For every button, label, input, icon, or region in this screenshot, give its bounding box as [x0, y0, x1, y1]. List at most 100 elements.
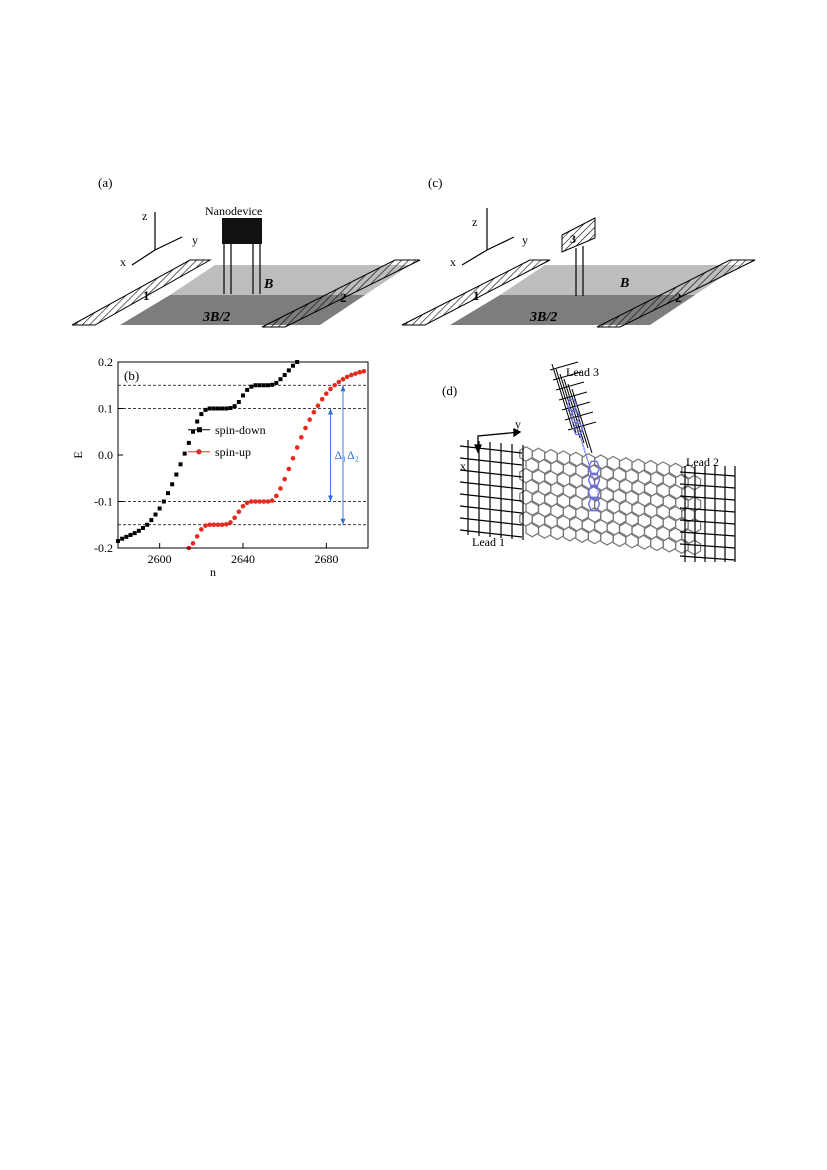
lead-3-grid-line — [558, 391, 588, 401]
panel-d-label: (d) — [442, 383, 457, 398]
spin-down-point — [270, 382, 275, 387]
lead-3-contact-hexagon — [569, 410, 581, 424]
arrow-head-down — [340, 518, 346, 525]
graphene-hexagon — [625, 532, 639, 549]
y-tick-label: 0.1 — [98, 402, 113, 416]
spin-down-point — [207, 406, 212, 411]
lead-2-number: 2 — [340, 290, 347, 305]
spin-up-point — [328, 386, 333, 392]
spin-down-point — [291, 363, 295, 368]
spin-down-point — [170, 482, 175, 487]
spin-down-point — [191, 429, 195, 434]
legend-label: spin-down — [215, 423, 266, 437]
spin-up-point — [278, 486, 283, 491]
panel-b-chart: (b) 2600 2640 2680 -0.2 -0.1 0.0 0.1 0.2 n E Δ₁ Δ₂… — [71, 355, 369, 579]
lead-1-number: 1 — [143, 288, 150, 303]
spin-up-point — [244, 500, 250, 506]
spin-down-point — [266, 383, 270, 388]
spin-up-point — [253, 499, 258, 504]
delta-label: Δ₂ — [347, 448, 359, 462]
legend: spin-down spin-up — [188, 423, 266, 459]
lead-2-grid-line — [679, 519, 736, 525]
spin-up-point — [294, 445, 300, 450]
lead-1-grid-line — [459, 505, 523, 514]
lead-1-grid-line — [459, 445, 523, 454]
region-3b2-label: 3B/2 — [529, 310, 557, 325]
panel-a-label: (a) — [98, 175, 112, 190]
lead-1-grid-line — [459, 493, 523, 502]
spin-down-point — [132, 531, 137, 536]
region-3b2-label: 3B/2 — [202, 310, 230, 325]
lead-2-grid-line — [679, 531, 736, 537]
spin-up-point — [228, 520, 233, 525]
spin-down-point — [257, 383, 262, 388]
x-tick-label: 2640 — [231, 552, 255, 566]
spin-up-point — [315, 403, 321, 409]
spin-down-point — [124, 534, 129, 539]
graphene-hexagon — [537, 523, 552, 539]
graphene-hexagon — [675, 538, 689, 554]
lead-1-grid-line — [459, 481, 523, 490]
spin-up-point — [274, 493, 279, 499]
spin-up-point — [336, 379, 342, 385]
spin-up-point — [340, 376, 346, 382]
axis-z-label: z — [472, 215, 477, 229]
region-b-label: B — [263, 277, 273, 292]
arrow-head-up — [328, 408, 333, 415]
graphene-hexagon — [575, 527, 589, 543]
lead-2 — [596, 259, 756, 328]
spin-up-point — [194, 534, 200, 539]
ribbon-contact-hexagon — [587, 496, 601, 512]
graphene-hexagon — [550, 524, 564, 541]
lead-2-number: 2 — [675, 290, 682, 305]
spin-up-point — [286, 466, 292, 472]
spin-up-point — [344, 374, 350, 380]
spin-up-point — [236, 509, 242, 515]
lead-3 — [561, 217, 596, 253]
y-tick-label: 0.0 — [98, 448, 113, 462]
lead-1-grid-line — [459, 457, 523, 466]
lead-2-grid-line — [679, 543, 736, 549]
lead-2-grid-line — [679, 507, 736, 513]
y-tick-label: -0.2 — [94, 541, 113, 555]
spin-down-point — [153, 512, 158, 517]
spin-down-point — [161, 499, 166, 504]
spin-down-point — [166, 491, 170, 496]
lead-3-contact-hexagon — [572, 422, 584, 436]
spin-up-point — [307, 417, 312, 422]
graphene-hexagon — [525, 521, 540, 538]
spin-up-point — [224, 521, 229, 527]
spin-up-point — [353, 371, 358, 376]
lead-2-label: Lead 2 — [686, 455, 719, 469]
axes-icon — [461, 208, 515, 266]
nanodevice-probes — [223, 244, 261, 294]
spin-up-point — [199, 527, 204, 532]
spin-down-point — [141, 526, 145, 531]
spin-down-point — [120, 536, 125, 541]
spin-down-point — [186, 440, 191, 445]
legend-marker — [197, 427, 202, 433]
spin-up-point — [203, 523, 208, 528]
spin-up-point — [219, 522, 225, 528]
lead-2-grid-line — [679, 495, 736, 501]
arrow-head-down — [328, 495, 333, 502]
lead-2-grid-line — [679, 555, 736, 561]
spin-down-point — [128, 532, 133, 537]
graphene-hexagon — [662, 536, 677, 553]
spin-down-point — [228, 406, 233, 411]
spin-up-point — [299, 435, 304, 440]
axis-x-label: x — [450, 255, 456, 269]
delta-label: Δ₁ — [335, 448, 347, 462]
spin-down-point — [220, 406, 225, 411]
spin-down-point — [286, 368, 291, 373]
graphene-hexagon — [600, 529, 614, 546]
lead-1-label: Lead 1 — [472, 535, 505, 549]
spin-down-point — [282, 373, 287, 378]
spin-down-point — [241, 393, 245, 398]
axis-y-label: y — [515, 417, 521, 431]
spin-up-point — [349, 372, 354, 378]
nanodevice-box — [222, 218, 262, 244]
spin-up-point — [311, 409, 317, 415]
lead-3-grid-line — [552, 371, 582, 381]
graphene-hexagon — [650, 535, 664, 552]
